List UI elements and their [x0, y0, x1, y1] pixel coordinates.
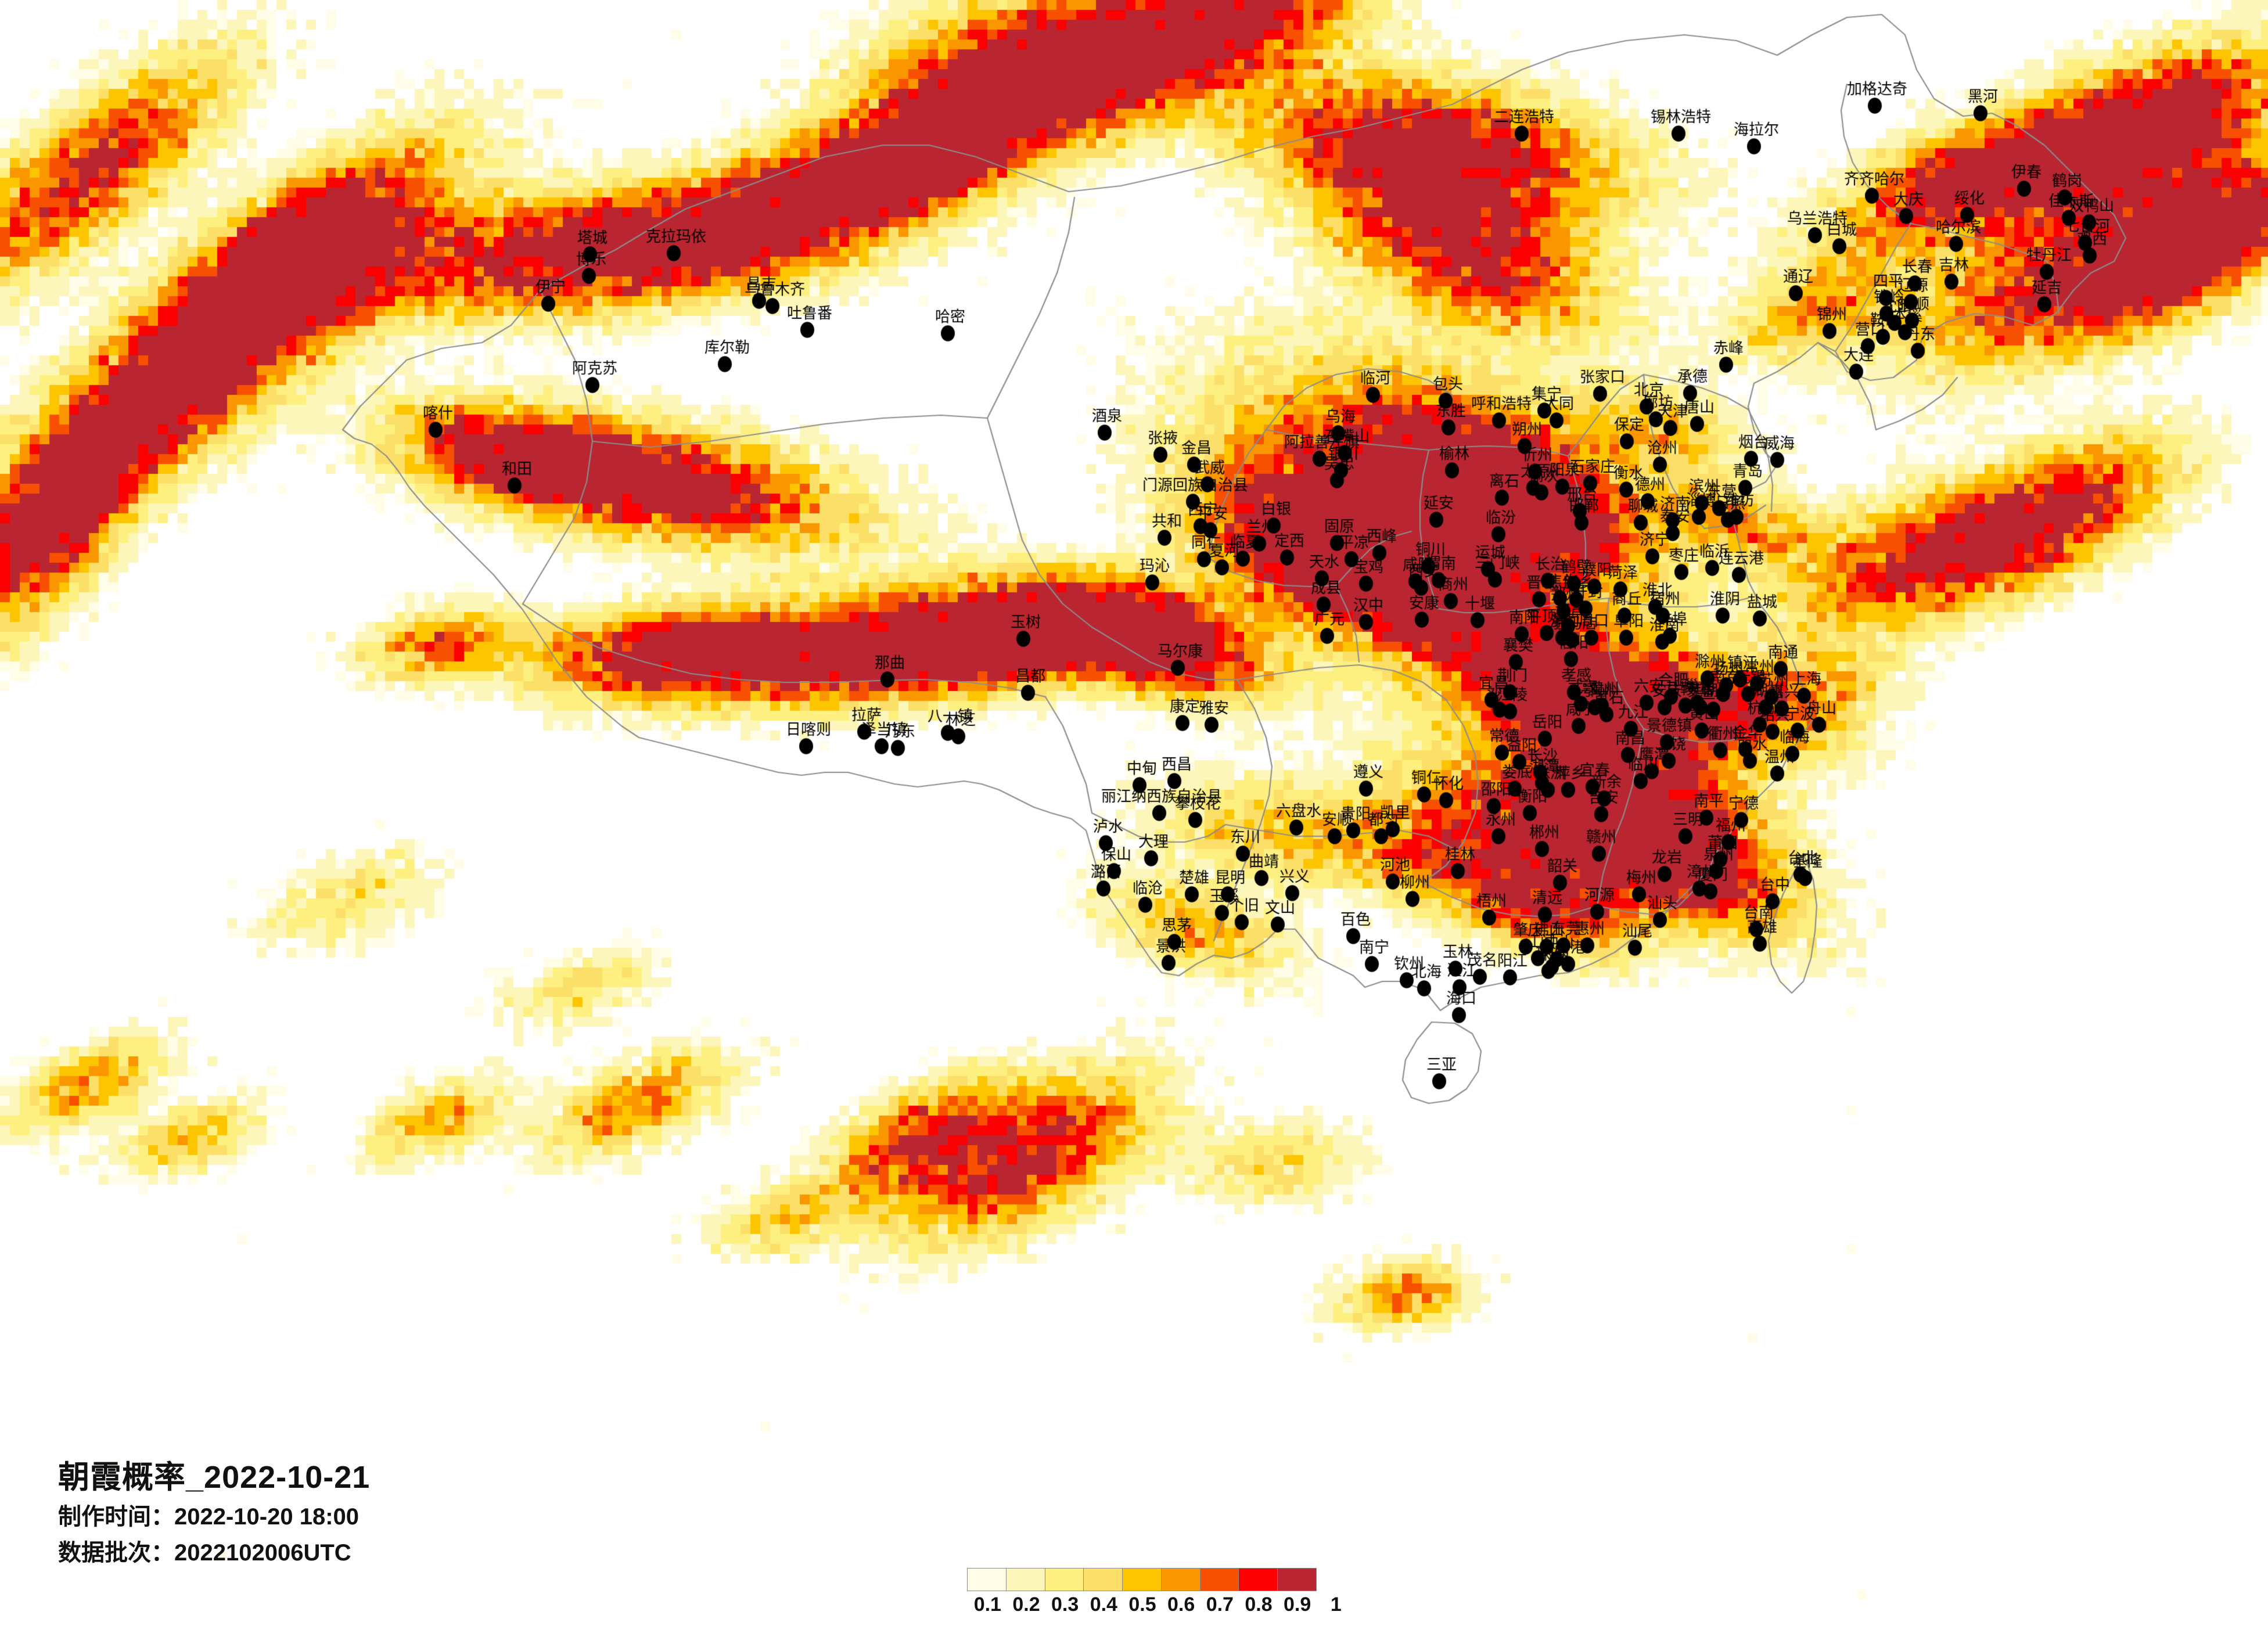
- data-batch-value: 2022102006UTC: [174, 1539, 351, 1566]
- page-title-cn: 朝霞概率: [58, 1459, 186, 1495]
- colorbar-swatch-1: [968, 1569, 1007, 1591]
- colorbar-swatch-7: [1200, 1569, 1239, 1591]
- colorbar-tick-labels: 0.1 0.2 0.3 0.4 0.5 0.6 0.7 0.8 0.9 1: [967, 1593, 1342, 1620]
- colorbar-swatch-9: [1278, 1569, 1317, 1591]
- colorbar-swatches: [967, 1568, 1317, 1591]
- page-title-date: 2022-10-21: [204, 1460, 371, 1495]
- page-title: 朝霞概率_2022-10-21: [58, 1459, 371, 1495]
- colorbar-tick-1: 1: [1330, 1593, 1342, 1616]
- legend: 0.1 0.2 0.3 0.4 0.5 0.6 0.7 0.8 0.9 1: [967, 1568, 1342, 1620]
- production-time-label: 制作时间：: [58, 1503, 174, 1530]
- footer-info-block: 朝霞概率_2022-10-21 制作时间：2022-10-20 18:00 数据…: [58, 1459, 371, 1566]
- colorbar-tick-0.5: 0.5: [1128, 1593, 1156, 1616]
- colorbar-tick-0.1: 0.1: [973, 1593, 1001, 1616]
- colorbar-tick-0.3: 0.3: [1051, 1593, 1079, 1616]
- colorbar-tick-0.2: 0.2: [1012, 1593, 1040, 1616]
- colorbar-swatch-4: [1084, 1569, 1123, 1591]
- colorbar-swatch-6: [1161, 1569, 1201, 1591]
- colorbar-tick-0.6: 0.6: [1167, 1593, 1195, 1616]
- production-time-row: 制作时间：2022-10-20 18:00: [58, 1503, 370, 1530]
- colorbar-swatch-8: [1239, 1569, 1278, 1591]
- colorbar-swatch-2: [1006, 1569, 1045, 1591]
- colorbar-tick-0.8: 0.8: [1245, 1593, 1273, 1616]
- colorbar-swatch-5: [1123, 1569, 1162, 1591]
- colorbar-swatch-3: [1045, 1569, 1084, 1591]
- production-time-value: 2022-10-20 18:00: [174, 1503, 360, 1530]
- colorbar-tick-0.7: 0.7: [1206, 1593, 1234, 1616]
- colorbar-tick-0.9: 0.9: [1284, 1593, 1311, 1616]
- colorbar-tick-0.4: 0.4: [1090, 1593, 1117, 1616]
- data-batch-row: 数据批次：2022102006UTC: [58, 1539, 370, 1566]
- data-batch-label: 数据批次：: [58, 1539, 174, 1566]
- page-title-separator: _: [186, 1460, 204, 1495]
